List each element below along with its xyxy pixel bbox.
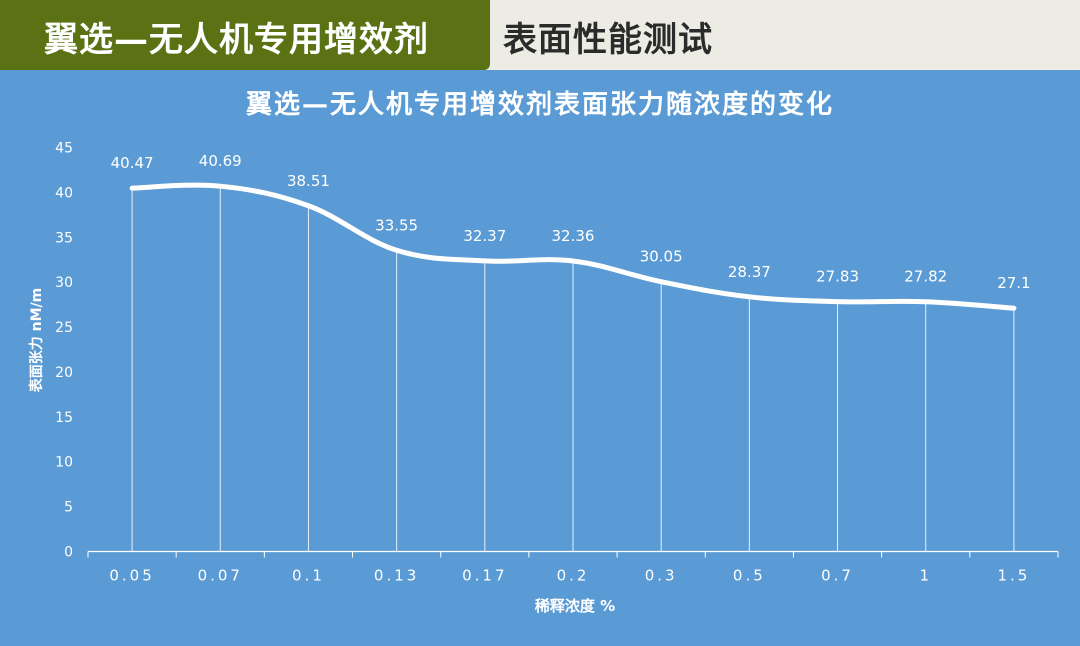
x-tick-label: 0.5 [733, 567, 766, 585]
y-tick-label: 45 [55, 141, 73, 157]
series-line [129, 182, 1017, 311]
x-tick-label: 0.05 [109, 567, 154, 585]
x-axis-label: 稀释浓度 % [535, 597, 615, 615]
x-tick-label: 0.2 [557, 567, 590, 585]
data-label: 40.47 [111, 154, 154, 172]
chart-title: 翼选—无人机专用增效剂表面张力随浓度的变化 [246, 89, 834, 120]
data-label: 28.37 [728, 263, 771, 281]
data-label: 32.37 [463, 227, 506, 245]
y-tick-label: 35 [55, 230, 73, 246]
data-label: 27.83 [816, 268, 859, 286]
x-tick-label: 1.5 [997, 567, 1030, 585]
brand-title: 翼选—无人机专用增效剂 [44, 20, 429, 60]
x-tick-label: 0.7 [821, 567, 854, 585]
plot-area: 0.05 0.07 0.1 0.13 0.17 0.2 0.3 0.5 0.7 1 1.5 0 5 10 1… [55, 141, 1059, 585]
y-axis-label: 表面张力 nM/m [28, 288, 45, 393]
data-label: 32.36 [552, 227, 595, 245]
x-tick-label: 0.13 [374, 567, 419, 585]
brand-banner: 翼选—无人机专用增效剂 [0, 0, 490, 70]
x-tick-label: 0.1 [292, 567, 325, 585]
data-label: 33.55 [375, 216, 418, 234]
y-tick-label: 0 [64, 545, 73, 561]
data-label: 27.1 [997, 274, 1030, 292]
data-label: 40.69 [199, 152, 242, 170]
y-tick-label: 40 [55, 185, 73, 201]
x-tick-label: 0.17 [462, 567, 507, 585]
section-title: 表面性能测试 [503, 20, 713, 60]
y-tick-label: 10 [55, 455, 73, 471]
line-chart: 翼选—无人机专用增效剂表面张力随浓度的变化 表面张力 nM/m 稀释浓度 % 0… [28, 89, 1059, 615]
y-tick-label: 25 [55, 320, 73, 336]
data-label: 38.51 [287, 172, 330, 190]
x-tick-label: 1 [919, 567, 932, 585]
x-tick-label: 0.3 [645, 567, 678, 585]
x-tick-label: 0.07 [198, 567, 243, 585]
data-label: 30.05 [640, 248, 683, 266]
data-label: 27.82 [904, 268, 947, 286]
header-bar: 翼选—无人机专用增效剂 表面性能测试 [0, 0, 1080, 70]
y-tick-label: 15 [55, 410, 73, 426]
y-tick-label: 30 [55, 275, 73, 291]
y-tick-label: 20 [55, 365, 73, 381]
y-tick-label: 5 [64, 500, 73, 516]
chart-area: 翼选—无人机专用增效剂表面张力随浓度的变化 表面张力 nM/m 稀释浓度 % 0… [0, 70, 1080, 642]
